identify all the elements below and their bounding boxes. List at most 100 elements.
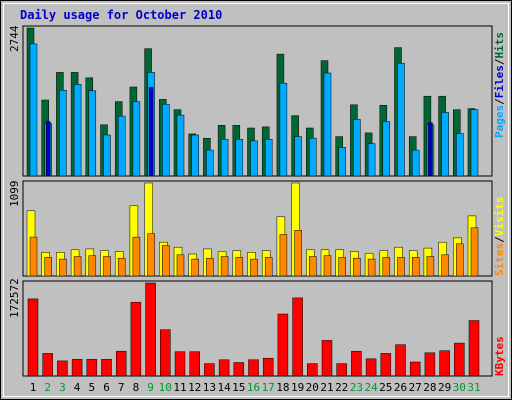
bar-kbytes-day-17 — [262, 357, 274, 377]
bar-sites-day-21 — [323, 255, 332, 277]
x-label-day-2: 2 — [44, 381, 51, 394]
bar-kbytes-day-29 — [439, 350, 450, 377]
bar-files-day-19 — [294, 136, 302, 177]
bar-sites-day-6 — [103, 256, 111, 277]
bar-pages-day-2 — [45, 121, 51, 177]
bar-files-day-27 — [411, 149, 420, 177]
bar-kbytes-day-6 — [101, 359, 112, 377]
x-label-day-31: 31 — [467, 381, 480, 394]
bar-kbytes-day-30 — [454, 342, 465, 377]
bar-sites-day-14 — [220, 256, 229, 277]
bar-sites-day-3 — [59, 258, 67, 277]
x-label-day-20: 20 — [306, 381, 319, 394]
bar-kbytes-day-25 — [380, 353, 392, 377]
x-label-day-5: 5 — [88, 381, 95, 394]
x-label-day-21: 21 — [320, 381, 333, 394]
bar-sites-day-18 — [279, 234, 288, 277]
x-label-day-25: 25 — [379, 381, 392, 394]
bar-pages-day-9 — [148, 87, 154, 177]
bar-files-day-23 — [353, 119, 361, 177]
bar-files-day-3 — [59, 89, 67, 177]
bar-files-day-14 — [220, 139, 229, 177]
bar-sites-day-8 — [132, 236, 141, 277]
bar-kbytes-day-8 — [130, 301, 142, 377]
legend-sites: Sites — [493, 243, 506, 276]
legend-sep-2: / — [493, 58, 506, 65]
x-label-day-24: 24 — [364, 381, 378, 394]
bar-kbytes-day-12 — [189, 351, 200, 377]
bar-kbytes-day-7 — [115, 350, 127, 377]
bar-kbytes-day-15 — [233, 362, 245, 377]
panel-hits-ymax-label: 2744 — [8, 25, 21, 52]
bar-files-day-20 — [309, 137, 317, 177]
bar-files-day-10 — [162, 104, 170, 177]
x-label-day-1: 1 — [30, 381, 37, 394]
panel-kbytes-legend: KBytes — [493, 336, 506, 376]
x-label-day-18: 18 — [276, 381, 289, 394]
bar-kbytes-day-11 — [174, 351, 186, 377]
bar-files-day-21 — [323, 72, 332, 177]
bar-files-day-22 — [338, 147, 346, 177]
bar-sites-day-22 — [338, 257, 346, 277]
bar-sites-day-17 — [264, 257, 273, 277]
chart-title: Daily usage for October 2010 — [20, 8, 222, 22]
x-label-day-23: 23 — [350, 381, 363, 394]
legend-files: Files — [493, 65, 506, 98]
legend-kbytes: KBytes — [493, 336, 506, 376]
x-label-day-19: 19 — [291, 381, 304, 394]
x-label-day-22: 22 — [335, 381, 348, 394]
bar-sites-day-27 — [411, 257, 420, 277]
bar-files-day-1 — [29, 43, 38, 177]
bar-kbytes-day-5 — [86, 359, 98, 377]
bar-files-day-15 — [235, 139, 244, 177]
x-label-day-16: 16 — [247, 381, 260, 394]
x-label-day-26: 26 — [394, 381, 407, 394]
chart-frame-inner — [3, 3, 509, 397]
bar-files-day-31 — [470, 109, 479, 177]
x-label-day-10: 10 — [159, 381, 172, 394]
bar-files-day-4 — [73, 84, 82, 177]
bar-kbytes-day-13 — [204, 363, 215, 377]
legend-hits: Hits — [493, 32, 506, 59]
bar-sites-day-24 — [367, 258, 376, 277]
bar-kbytes-day-31 — [468, 320, 480, 377]
bar-sites-day-28 — [426, 256, 435, 277]
bar-files-day-30 — [456, 133, 464, 177]
bar-kbytes-day-21 — [321, 340, 333, 377]
bar-files-day-16 — [250, 140, 258, 177]
bar-files-day-13 — [206, 149, 214, 177]
bar-files-day-6 — [103, 134, 111, 177]
x-label-day-30: 30 — [453, 381, 466, 394]
legend-sep-3: / — [493, 236, 506, 243]
bar-kbytes-day-14 — [218, 359, 230, 377]
legend-pages: Pages — [493, 105, 506, 138]
bar-sites-day-1 — [29, 236, 38, 277]
bar-files-day-7 — [117, 115, 126, 177]
bar-files-day-29 — [441, 112, 449, 177]
legend-visits: Visits — [493, 197, 506, 237]
bar-files-day-8 — [132, 101, 141, 177]
bar-kbytes-day-20 — [307, 363, 318, 377]
bar-files-day-18 — [279, 82, 288, 177]
bar-files-day-12 — [191, 134, 199, 177]
bar-kbytes-day-16 — [248, 359, 259, 377]
bar-sites-day-10 — [162, 245, 170, 277]
bar-kbytes-day-24 — [365, 358, 377, 377]
bar-kbytes-day-19 — [292, 297, 303, 377]
bar-sites-day-7 — [117, 257, 126, 277]
bar-kbytes-day-9 — [145, 282, 156, 377]
x-label-day-7: 7 — [118, 381, 125, 394]
bar-sites-day-9 — [147, 233, 155, 277]
x-label-day-12: 12 — [188, 381, 201, 394]
bar-sites-day-16 — [250, 258, 258, 277]
bar-kbytes-day-18 — [277, 313, 289, 377]
x-label-day-13: 13 — [203, 381, 216, 394]
bar-sites-day-12 — [191, 258, 199, 277]
bar-files-day-26 — [397, 63, 405, 177]
bar-kbytes-day-1 — [27, 298, 39, 377]
x-label-day-17: 17 — [262, 381, 275, 394]
bar-sites-day-20 — [309, 256, 317, 277]
bar-sites-day-11 — [176, 254, 185, 277]
x-label-day-14: 14 — [217, 381, 231, 394]
panel-visits-legend: Sites/Visits — [493, 197, 506, 277]
